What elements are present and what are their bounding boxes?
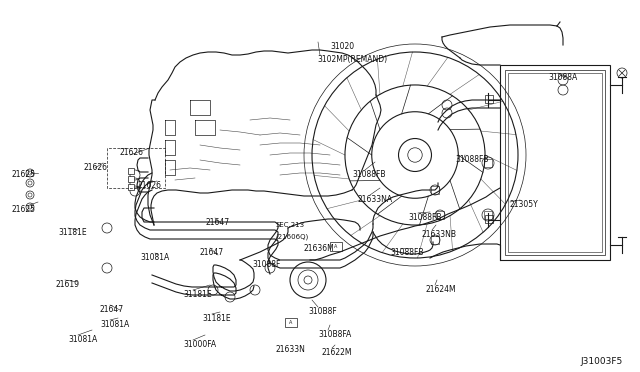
Text: 31088FB: 31088FB — [390, 248, 424, 257]
Text: 21636M: 21636M — [303, 244, 333, 253]
Bar — [436, 211, 444, 219]
Text: 31088FB: 31088FB — [455, 155, 488, 164]
Text: 31088F: 31088F — [252, 260, 280, 269]
Text: 21626: 21626 — [137, 181, 161, 190]
Text: J31003F5: J31003F5 — [580, 357, 622, 366]
Text: 21626: 21626 — [83, 163, 107, 172]
Text: 31088FB: 31088FB — [352, 170, 385, 179]
Text: 21633NB: 21633NB — [422, 230, 457, 239]
Text: 21624M: 21624M — [425, 285, 456, 294]
Text: 21622M: 21622M — [322, 348, 353, 357]
Bar — [485, 215, 493, 223]
Text: 31020: 31020 — [330, 42, 354, 51]
Text: 21625: 21625 — [12, 205, 36, 214]
Bar — [330, 242, 342, 251]
Text: 21305Y: 21305Y — [510, 200, 539, 209]
Bar — [128, 168, 134, 174]
Text: 21633NA: 21633NA — [358, 195, 393, 204]
Text: (21606Q): (21606Q) — [275, 233, 308, 240]
Text: 31000FA: 31000FA — [183, 340, 216, 349]
Bar — [508, 73, 602, 252]
Text: 31081A: 31081A — [68, 335, 97, 344]
Bar — [431, 236, 439, 244]
Bar — [484, 159, 492, 167]
Bar — [484, 211, 492, 219]
Text: 31088A: 31088A — [548, 73, 577, 82]
Text: 31181E: 31181E — [183, 290, 212, 299]
Text: 310B8FA: 310B8FA — [318, 330, 351, 339]
Text: 21619: 21619 — [55, 280, 79, 289]
Bar — [431, 186, 439, 194]
Text: 310B8F: 310B8F — [308, 307, 337, 316]
Bar — [485, 95, 493, 103]
Text: 21647: 21647 — [100, 305, 124, 314]
Text: SEC.213: SEC.213 — [275, 222, 304, 228]
Text: 31081A: 31081A — [140, 253, 169, 262]
Bar — [128, 176, 134, 182]
Text: 21626: 21626 — [120, 148, 144, 157]
Text: 21633N: 21633N — [275, 345, 305, 354]
Bar — [285, 318, 297, 327]
Text: A: A — [289, 320, 292, 325]
Text: 31081A: 31081A — [100, 320, 129, 329]
Bar — [505, 70, 605, 255]
Text: 31181E: 31181E — [202, 314, 230, 323]
Text: 31088FB: 31088FB — [408, 213, 442, 222]
Text: 3102MP(REMAND): 3102MP(REMAND) — [317, 55, 387, 64]
Text: A: A — [334, 244, 338, 249]
Bar — [500, 65, 610, 260]
Bar — [128, 184, 134, 190]
Text: 31181E: 31181E — [58, 228, 86, 237]
Text: 21647: 21647 — [200, 248, 224, 257]
Text: 21647: 21647 — [205, 218, 229, 227]
Text: 21625: 21625 — [12, 170, 36, 179]
